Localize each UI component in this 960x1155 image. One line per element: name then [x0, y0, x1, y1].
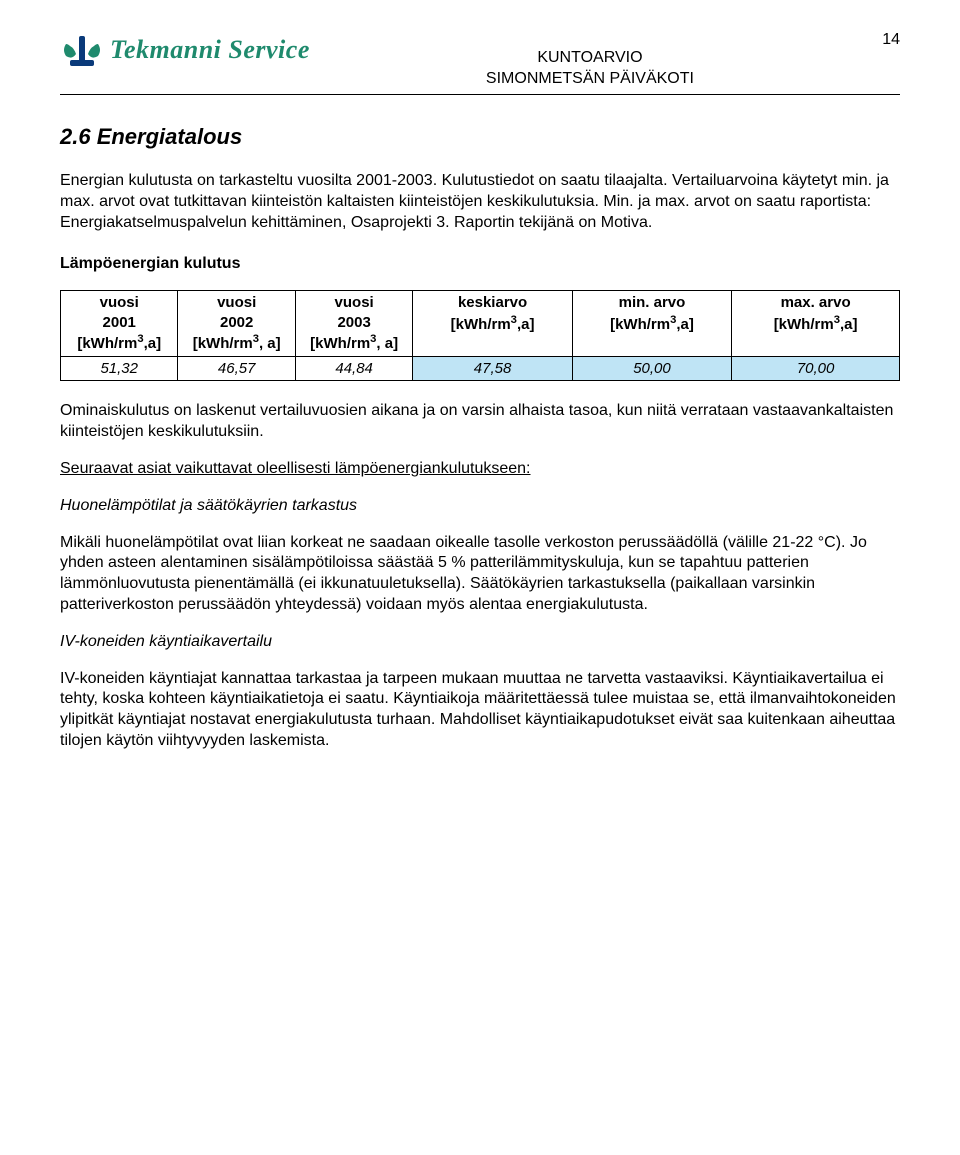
intro-paragraph: Energian kulutusta on tarkasteltu vuosil… — [60, 171, 900, 233]
logo-text: Tekmanni Service — [110, 33, 310, 67]
table-col-header: keskiarvo[kWh/rm3,a] — [413, 291, 572, 357]
page-number: 14 — [870, 30, 900, 51]
table-col-header: vuosi2001[kWh/rm3,a] — [61, 291, 178, 357]
logo: Tekmanni Service — [60, 30, 310, 70]
table-heading: Lämpöenergian kulutus — [60, 254, 900, 275]
para-sub2: IV-koneiden käyntiajat kannattaa tarkast… — [60, 669, 900, 752]
section-title: 2.6 Energiatalous — [60, 123, 900, 152]
header-title-block: KUNTOARVIO SIMONMETSÄN PÄIVÄKOTI — [310, 30, 870, 90]
table-col-header: vuosi2003[kWh/rm3, a] — [295, 291, 412, 357]
table-cell: 50,00 — [572, 356, 731, 381]
table-cell: 46,57 — [178, 356, 295, 381]
table-col-header: max. arvo[kWh/rm3,a] — [732, 291, 900, 357]
table-cell: 70,00 — [732, 356, 900, 381]
table-cell: 44,84 — [295, 356, 412, 381]
table-cell: 51,32 — [61, 356, 178, 381]
underlined-line: Seuraavat asiat vaikuttavat oleellisesti… — [60, 459, 900, 480]
energy-table: vuosi2001[kWh/rm3,a]vuosi2002[kWh/rm3, a… — [60, 290, 900, 381]
logo-mark-icon — [60, 30, 104, 70]
table-col-header: min. arvo[kWh/rm3,a] — [572, 291, 731, 357]
table-value-row: 51,3246,5744,8447,5850,0070,00 — [61, 356, 900, 381]
table-cell: 47,58 — [413, 356, 572, 381]
page-header: Tekmanni Service KUNTOARVIO SIMONMETSÄN … — [60, 30, 900, 95]
para-after-table: Ominaiskulutus on laskenut vertailuvuosi… — [60, 401, 900, 443]
header-line2: SIMONMETSÄN PÄIVÄKOTI — [310, 69, 870, 90]
table-col-header: vuosi2002[kWh/rm3, a] — [178, 291, 295, 357]
para-sub1: Mikäli huonelämpötilat ovat liian korkea… — [60, 533, 900, 616]
italic-subhead-1: Huonelämpötilat ja säätökäyrien tarkastu… — [60, 496, 900, 517]
header-line1: KUNTOARVIO — [310, 48, 870, 69]
italic-subhead-2: IV-koneiden käyntiaikavertailu — [60, 632, 900, 653]
table-header-row: vuosi2001[kWh/rm3,a]vuosi2002[kWh/rm3, a… — [61, 291, 900, 357]
